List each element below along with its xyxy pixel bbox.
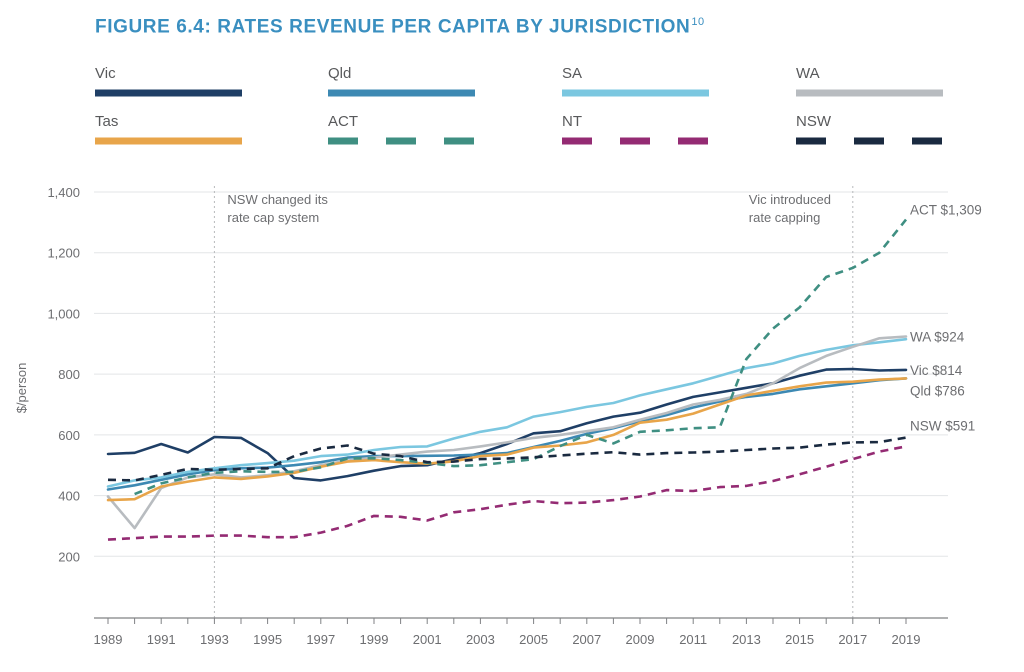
legend-label: Tas <box>95 113 118 130</box>
chart-annotations: NSW changed its rate cap system Vic introd… <box>213 186 854 618</box>
x-tick-label: 1997 <box>306 632 335 647</box>
x-tick-label: 2001 <box>413 632 442 647</box>
annotation-text: rate capping <box>749 210 821 225</box>
chart-series <box>106 218 908 541</box>
legend-label: WA <box>796 65 820 82</box>
end-label-nsw: NSW $591 <box>910 419 975 434</box>
series-line-nt <box>107 445 907 541</box>
legend-item-act: ACT <box>328 113 475 145</box>
series-line-wa <box>106 335 908 530</box>
series-line-sa <box>106 337 908 488</box>
annotation-text: Vic introduced <box>749 192 831 207</box>
chart-title: FIGURE 6.4: RATES REVENUE PER CAPITA BY … <box>95 16 705 38</box>
x-tick-label: 1991 <box>147 632 176 647</box>
x-tick-label: 1999 <box>360 632 389 647</box>
legend-item-wa: WA <box>796 65 943 97</box>
legend-label: Vic <box>95 65 116 82</box>
chart-axes: 200 400 600 800 1,000 1,200 1,400 $/person 1989 1… <box>14 185 948 647</box>
x-tick-label: 2019 <box>892 632 921 647</box>
y-tick-label: 600 <box>58 428 80 443</box>
legend-item-sa: SA <box>562 65 709 97</box>
legend-label: SA <box>562 65 582 82</box>
series-line-qld <box>106 377 908 491</box>
end-label-vic: Vic $814 <box>910 363 963 378</box>
x-tick-label: 2013 <box>732 632 761 647</box>
x-tick-label: 1995 <box>253 632 282 647</box>
series-line-vic <box>106 367 908 482</box>
legend-item-qld: Qld <box>328 65 475 97</box>
x-tick-label: 1993 <box>200 632 229 647</box>
legend-item-nt: NT <box>562 113 709 145</box>
chart-title-text: FIGURE 6.4: RATES REVENUE PER CAPITA BY … <box>95 16 691 38</box>
y-axis-label: $/person <box>14 363 29 414</box>
chart-grid <box>94 191 948 557</box>
x-tick-label: 2015 <box>785 632 814 647</box>
y-tick-label: 1,000 <box>47 306 80 321</box>
annotation-text: rate cap system <box>227 210 319 225</box>
y-tick-label: 800 <box>58 367 80 382</box>
x-tick-label: 2009 <box>626 632 655 647</box>
legend-label: Qld <box>328 65 351 82</box>
end-label-qld: Qld $786 <box>910 383 965 398</box>
annotation-text: NSW changed its <box>227 192 328 207</box>
chart-end-labels: ACT $1,309 WA $924 Vic $814 Qld $786 NSW $59… <box>910 203 982 434</box>
legend-label: NSW <box>796 113 832 130</box>
x-tick-label: 2003 <box>466 632 495 647</box>
y-tick-label: 1,400 <box>47 185 80 200</box>
x-tick-label: 2007 <box>572 632 601 647</box>
legend-item-tas: Tas <box>95 113 242 145</box>
series-line-tas <box>106 377 908 502</box>
x-tick-label: 2017 <box>838 632 867 647</box>
legend-label: NT <box>562 113 582 130</box>
end-label-wa: WA $924 <box>910 330 965 345</box>
x-tick-label: 2011 <box>679 632 707 647</box>
y-tick-label: 200 <box>58 549 80 564</box>
x-tick-label: 2005 <box>519 632 548 647</box>
series-line-act <box>134 218 908 496</box>
legend-item-nsw: NSW <box>796 113 943 145</box>
legend-item-vic: Vic <box>95 65 242 97</box>
chart-legend: Vic Qld SA WA Tas ACT NT NSW <box>95 65 943 145</box>
legend-label: ACT <box>328 113 358 130</box>
series-line-nsw <box>107 436 907 482</box>
x-tick-label: 1989 <box>94 632 123 647</box>
title-footnote-ref: 10 <box>691 16 705 28</box>
end-label-act: ACT $1,309 <box>910 203 982 218</box>
y-tick-label: 1,200 <box>47 246 80 261</box>
y-tick-label: 400 <box>58 489 80 504</box>
